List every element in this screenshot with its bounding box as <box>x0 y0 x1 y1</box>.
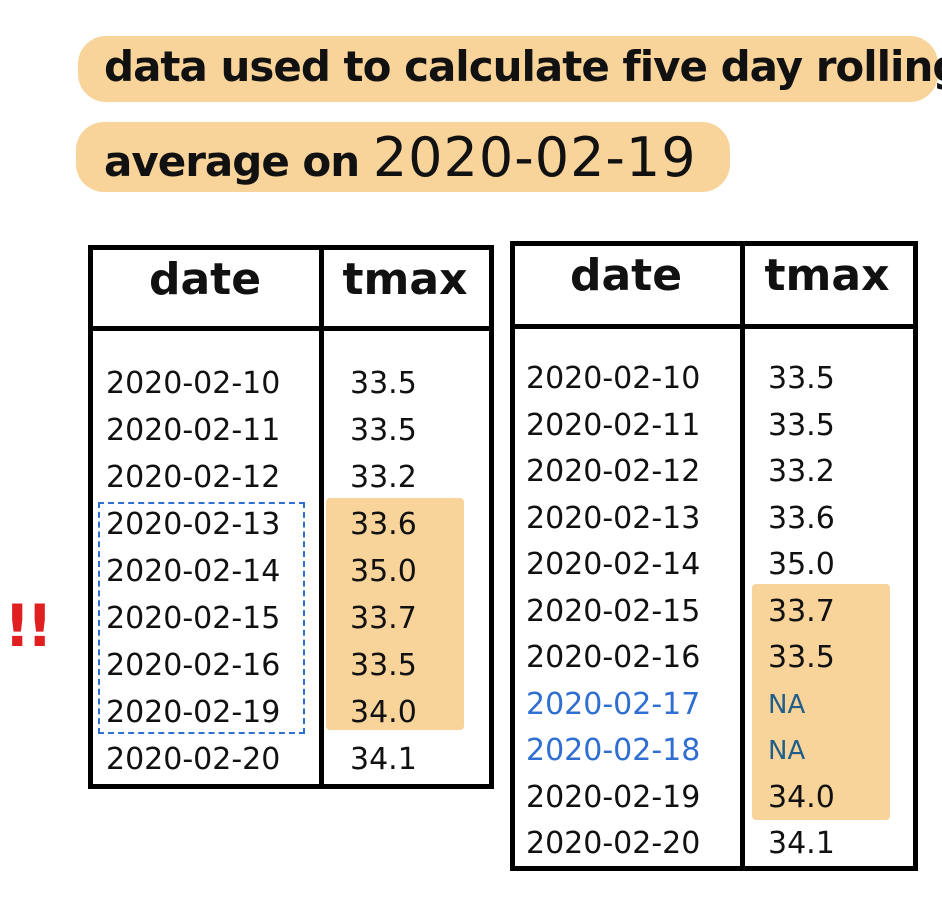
right-table-column-rule <box>740 246 745 866</box>
right-date-cell: 2020-02-14 <box>526 547 701 582</box>
left-tmax-cell: 33.2 <box>350 460 417 495</box>
left-date-cell: 2020-02-13 <box>106 507 281 542</box>
left-tmax-cell: 33.5 <box>350 366 417 401</box>
right-date-cell: 2020-02-12 <box>526 454 701 489</box>
left-date-cell: 2020-02-15 <box>106 601 281 636</box>
right-date-cell: 2020-02-11 <box>526 407 701 443</box>
left-date-cell: 2020-02-14 <box>106 554 281 589</box>
left-tmax-cell: 34.0 <box>350 695 417 730</box>
right-tmax-cell: 33.7 <box>768 593 835 629</box>
right-date-cell: 2020-02-16 <box>526 640 701 675</box>
right-date-cell: 2020-02-19 <box>526 779 701 815</box>
right-tmax-cell: NA <box>768 736 806 766</box>
left-tmax-cell: 33.6 <box>350 507 417 542</box>
right-tmax-cell: 33.2 <box>768 454 835 489</box>
right-tmax-cell: 33.6 <box>768 500 835 536</box>
right-date-cell: 2020-02-15 <box>526 593 701 629</box>
left-date-cell: 2020-02-10 <box>106 366 281 401</box>
right-tmax-cell: 33.5 <box>768 407 835 443</box>
right-date-cell: 2020-02-10 <box>526 361 701 396</box>
right-header-tmax: tmax <box>764 250 890 301</box>
left-table-header-rule <box>93 326 489 331</box>
right-tmax-cell: 34.1 <box>768 826 835 861</box>
left-window-dashed-box <box>98 502 305 734</box>
right-tmax-cell: 34.0 <box>768 779 835 815</box>
left-tmax-cell: 34.1 <box>350 742 417 777</box>
right-table-header-rule <box>515 324 913 329</box>
left-highlight-block <box>326 498 464 730</box>
alert-mark: !! <box>4 592 53 660</box>
title-line-1-text: data used to calculate five day rolling <box>104 42 942 91</box>
right-tmax-cell: 35.0 <box>768 547 835 582</box>
right-tmax-cell: NA <box>768 689 806 720</box>
right-header-date: date <box>569 250 683 301</box>
left-header-tmax: tmax <box>342 254 468 305</box>
left-tmax-cell: 35.0 <box>350 554 417 589</box>
title-line-1: data used to calculate five day rolling <box>104 42 942 91</box>
left-date-cell: 2020-02-12 <box>106 460 281 495</box>
left-tmax-cell: 33.7 <box>350 601 417 636</box>
right-tmax-cell: 33.5 <box>768 361 835 396</box>
left-date-cell: 2020-02-20 <box>106 742 281 777</box>
left-date-cell: 2020-02-19 <box>106 695 281 730</box>
title-date: 2020-02-19 <box>372 126 697 189</box>
right-table <box>510 241 918 871</box>
left-header-date: date <box>148 254 262 305</box>
right-tmax-cell: 33.5 <box>768 640 835 675</box>
left-table <box>88 245 494 789</box>
right-date-cell: 2020-02-17 <box>526 686 701 722</box>
left-table-column-rule <box>319 250 324 784</box>
left-date-cell: 2020-02-11 <box>106 413 281 448</box>
left-tmax-cell: 33.5 <box>350 648 417 683</box>
right-highlight-block <box>752 584 890 820</box>
right-date-cell: 2020-02-13 <box>526 500 701 536</box>
title-line-2-text: average on <box>104 137 360 186</box>
title-line-2: average on 2020-02-19 <box>104 126 697 189</box>
left-date-cell: 2020-02-16 <box>106 648 281 683</box>
title-highlight-1 <box>78 36 938 102</box>
right-date-cell: 2020-02-20 <box>526 826 701 861</box>
title-highlight-2 <box>76 122 730 192</box>
right-date-cell: 2020-02-18 <box>526 733 701 768</box>
left-tmax-cell: 33.5 <box>350 413 417 448</box>
